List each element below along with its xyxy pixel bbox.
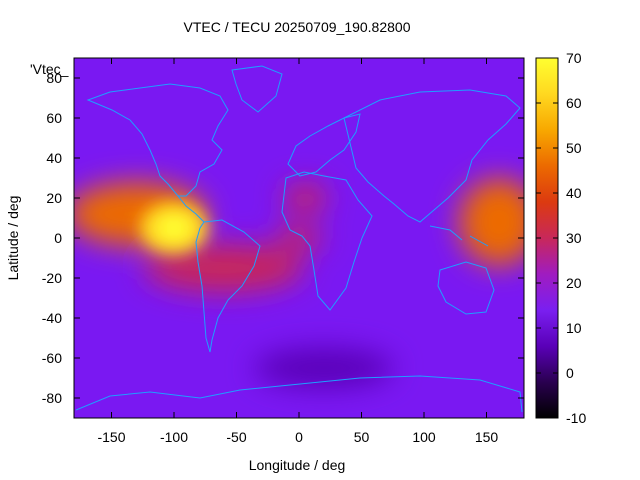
x-tick-label: 50 [354,429,370,445]
y-axis-label: Latitude / deg [5,196,21,281]
y-tick-label: -40 [42,310,62,326]
x-tick-label: 100 [412,429,436,445]
coastlines [75,65,523,413]
coast-south-america [195,219,261,353]
colorbar-tick-label: 0 [566,365,574,381]
coast-central-america [177,195,205,223]
coast-antarctica [75,375,523,413]
colorbar-tick-label: 10 [566,320,582,336]
vtec-peak-core [158,216,190,240]
y-tick-label: -60 [42,350,62,366]
coast-asia [343,89,521,223]
series-key-label: 'Vtec_ [30,61,69,77]
coast-europe [287,113,361,177]
vtec-feature-west-africa-patch [283,184,328,212]
x-axis: -150 -100 -50 0 50 100 150 [97,58,498,445]
coast-australia [437,261,495,315]
colorbar-tick-label: -10 [566,410,586,426]
x-axis-label: Longitude / deg [249,457,346,473]
y-tick-label: 0 [54,230,62,246]
coast-greenland [231,65,283,113]
x-tick-label: -150 [97,429,125,445]
heatmap [74,58,524,418]
colorbar-tick-label: 70 [566,50,582,66]
vtec-feature-western-pacific-band [459,178,524,266]
colorbar-tick-label: 30 [566,230,582,246]
colorbar-tick-label: 50 [566,140,582,156]
coast-north-america [86,83,229,197]
y-tick-label: -20 [42,270,62,286]
y-tick-label: 60 [46,110,62,126]
x-tick-label: 150 [475,429,499,445]
colorbar-tick-label: 40 [566,185,582,201]
colorbar: -10 0 10 20 30 40 50 60 70 [535,50,586,426]
y-tick-label: 20 [46,190,62,206]
y-axis: -80 -60 -40 -20 0 20 40 60 80 [42,70,524,406]
vtec-feature-gulf-of-guinea-patch [275,226,323,250]
y-tick-label: -80 [42,390,62,406]
coast-indonesia [429,225,489,247]
vtec-feature-south-atlantic-band [144,244,304,292]
colorbar-tick-label: 20 [566,275,582,291]
y-tick-label: 40 [46,150,62,166]
chart-title: VTEC / TECU 20250709_190.82800 [183,19,410,35]
y-tick-label: 80 [46,70,62,86]
coast-africa [281,171,373,311]
x-tick-label: -100 [160,429,188,445]
x-tick-label: -50 [226,429,246,445]
x-tick-label: 0 [295,429,303,445]
colorbar-tick-label: 60 [566,95,582,111]
